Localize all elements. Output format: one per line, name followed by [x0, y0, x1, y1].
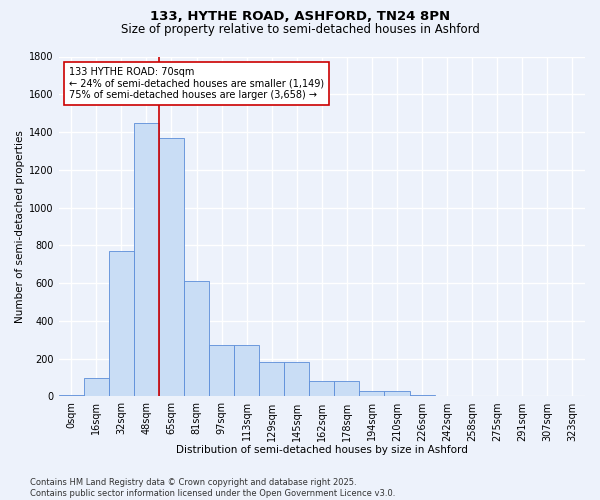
Bar [334, 382, 359, 396]
Y-axis label: Number of semi-detached properties: Number of semi-detached properties [15, 130, 25, 323]
Bar [109, 251, 134, 396]
Bar [309, 382, 334, 396]
Bar [84, 378, 109, 396]
Bar [259, 362, 284, 396]
Bar [134, 122, 159, 396]
Bar [284, 362, 309, 396]
Text: 133 HYTHE ROAD: 70sqm
← 24% of semi-detached houses are smaller (1,149)
75% of s: 133 HYTHE ROAD: 70sqm ← 24% of semi-deta… [69, 66, 325, 100]
Bar [59, 394, 84, 396]
Bar [184, 282, 209, 397]
Text: 133, HYTHE ROAD, ASHFORD, TN24 8PN: 133, HYTHE ROAD, ASHFORD, TN24 8PN [150, 10, 450, 23]
Bar [410, 394, 434, 396]
Bar [359, 391, 385, 396]
Text: Contains HM Land Registry data © Crown copyright and database right 2025.
Contai: Contains HM Land Registry data © Crown c… [30, 478, 395, 498]
Bar [209, 346, 234, 397]
Bar [159, 138, 184, 396]
Text: Size of property relative to semi-detached houses in Ashford: Size of property relative to semi-detach… [121, 22, 479, 36]
Bar [234, 346, 259, 397]
X-axis label: Distribution of semi-detached houses by size in Ashford: Distribution of semi-detached houses by … [176, 445, 468, 455]
Bar [385, 391, 410, 396]
